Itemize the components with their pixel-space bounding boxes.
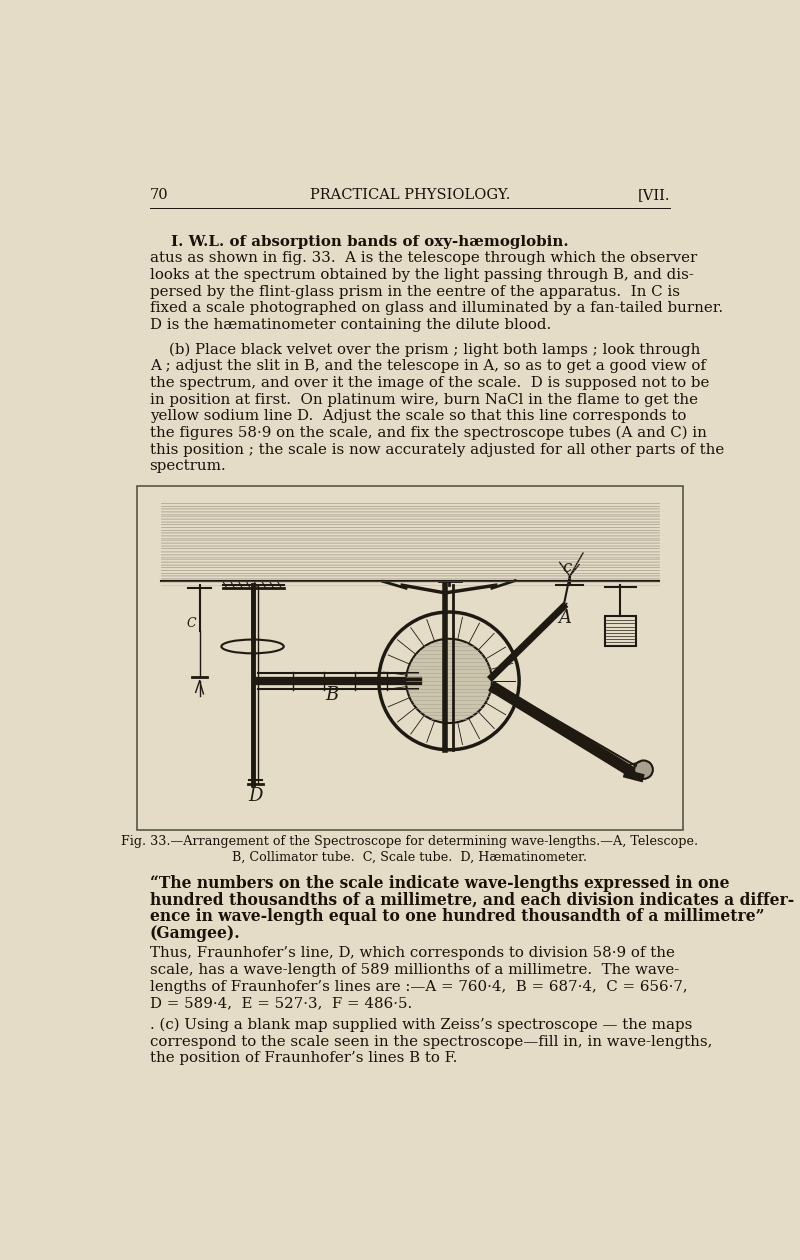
- Text: Fig. 33.—Arrangement of the Spectroscope for determining wave-lengths.—A, Telesc: Fig. 33.—Arrangement of the Spectroscope…: [122, 835, 698, 848]
- Text: [VII.: [VII.: [638, 188, 670, 202]
- Text: fixed a scale photographed on glass and illuminated by a fan-tailed burner.: fixed a scale photographed on glass and …: [150, 301, 722, 315]
- Text: lengths of Fraunhofer’s lines are :—A = 760·4,  B = 687·4,  C = 656·7,: lengths of Fraunhofer’s lines are :—A = …: [150, 980, 687, 994]
- Text: “The numbers on the scale indicate wave-lengths expressed in one: “The numbers on the scale indicate wave-…: [150, 874, 729, 892]
- Text: correspond to the scale seen in the spectroscope—fill in, in wave-lengths,: correspond to the scale seen in the spec…: [150, 1034, 712, 1048]
- Text: spectrum.: spectrum.: [150, 460, 226, 474]
- Text: A ; adjust the slit in B, and the telescope in A, so as to get a good view of: A ; adjust the slit in B, and the telesc…: [150, 359, 706, 373]
- Text: atus as shown in fig. 33.  A is the telescope through which the observer: atus as shown in fig. 33. A is the teles…: [150, 251, 697, 266]
- Text: B, Collimator tube.  C, Scale tube.  D, Hæmatinometer.: B, Collimator tube. C, Scale tube. D, Hæ…: [233, 850, 587, 863]
- Text: in position at first.  On platinum wire, burn NaCl in the flame to get the: in position at first. On platinum wire, …: [150, 393, 698, 407]
- Text: I. W.L. of absorption bands of oxy-hæmoglobin.: I. W.L. of absorption bands of oxy-hæmog…: [150, 234, 568, 248]
- Text: the spectrum, and over it the image of the scale.  D is supposed not to be: the spectrum, and over it the image of t…: [150, 375, 709, 389]
- Text: D is the hæmatinometer containing the dilute blood.: D is the hæmatinometer containing the di…: [150, 318, 551, 333]
- Text: this position ; the scale is now accurately adjusted for all other parts of the: this position ; the scale is now accurat…: [150, 442, 724, 456]
- Text: Thus, Fraunhofer’s line, D, which corresponds to division 58·9 of the: Thus, Fraunhofer’s line, D, which corres…: [150, 946, 674, 960]
- Text: D = 589·4,  E = 527·3,  F = 486·5.: D = 589·4, E = 527·3, F = 486·5.: [150, 997, 412, 1011]
- Text: PRACTICAL PHYSIOLOGY.: PRACTICAL PHYSIOLOGY.: [310, 188, 510, 202]
- Text: scale, has a wave-length of 589 millionths of a millimetre.  The wave-: scale, has a wave-length of 589 milliont…: [150, 963, 679, 976]
- Text: ence in wave-length equal to one hundred thousandth of a millimetre”: ence in wave-length equal to one hundred…: [150, 908, 764, 925]
- Text: (Gamgee).: (Gamgee).: [150, 925, 240, 941]
- Text: the figures 58·9 on the scale, and fix the spectroscope tubes (A and C) in: the figures 58·9 on the scale, and fix t…: [150, 426, 706, 440]
- Text: hundred thousandths of a millimetre, and each division indicates a differ-: hundred thousandths of a millimetre, and…: [150, 892, 794, 908]
- Text: (b) Place black velvet over the prism ; light both lamps ; look through: (b) Place black velvet over the prism ; …: [150, 343, 700, 357]
- Text: 70: 70: [150, 188, 168, 202]
- Text: looks at the spectrum obtained by the light passing through B, and dis-: looks at the spectrum obtained by the li…: [150, 268, 694, 282]
- Text: yellow sodium line D.  Adjust the scale so that this line corresponds to: yellow sodium line D. Adjust the scale s…: [150, 410, 686, 423]
- Text: persed by the flint-glass prism in the eentre of the apparatus.  In C is: persed by the flint-glass prism in the e…: [150, 285, 680, 299]
- Text: the position of Fraunhofer’s lines B to F.: the position of Fraunhofer’s lines B to …: [150, 1051, 457, 1066]
- Bar: [138, 485, 682, 830]
- Text: . (c) Using a blank map supplied with Zeiss’s spectroscope — the maps: . (c) Using a blank map supplied with Ze…: [150, 1018, 692, 1032]
